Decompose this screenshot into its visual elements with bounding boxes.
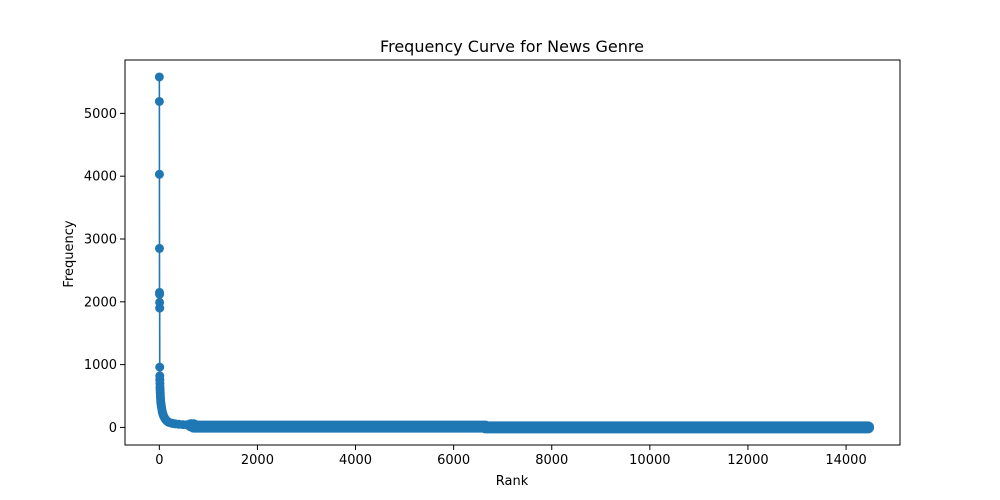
series-line [158,76,869,429]
x-axis-label: Rank [496,474,529,489]
data-point [154,96,164,106]
chart-title: Frequency Curve for News Genre [380,37,644,56]
y-tick-label: 3000 [84,232,117,247]
x-axis: 0 2000 4000 6000 8000 10000 12000 14000 [155,445,867,468]
x-tick-label: 0 [155,453,163,468]
x-tick-label: 2000 [241,453,274,468]
data-point [154,243,164,253]
y-axis-label: Frequency [62,220,77,287]
x-tick-label: 12000 [727,453,768,468]
y-tick-label: 2000 [84,295,117,310]
y-axis: 0 1000 2000 3000 4000 5000 [84,107,125,436]
y-tick-label: 5000 [84,107,117,122]
data-point [154,72,164,82]
data-point [155,289,165,299]
x-tick-label: 6000 [437,453,470,468]
y-tick-label: 4000 [84,170,117,185]
y-tick-label: 1000 [84,358,117,373]
data-point [186,420,196,430]
data-point [154,169,164,179]
y-tick-label: 0 [109,421,117,436]
x-tick-label: 10000 [629,453,670,468]
x-tick-label: 4000 [339,453,372,468]
data-point [155,303,165,313]
data-point [155,362,165,372]
x-tick-label: 14000 [825,453,866,468]
plot-frame [124,59,901,446]
plot-area [154,72,875,434]
x-tick-label: 8000 [535,453,568,468]
